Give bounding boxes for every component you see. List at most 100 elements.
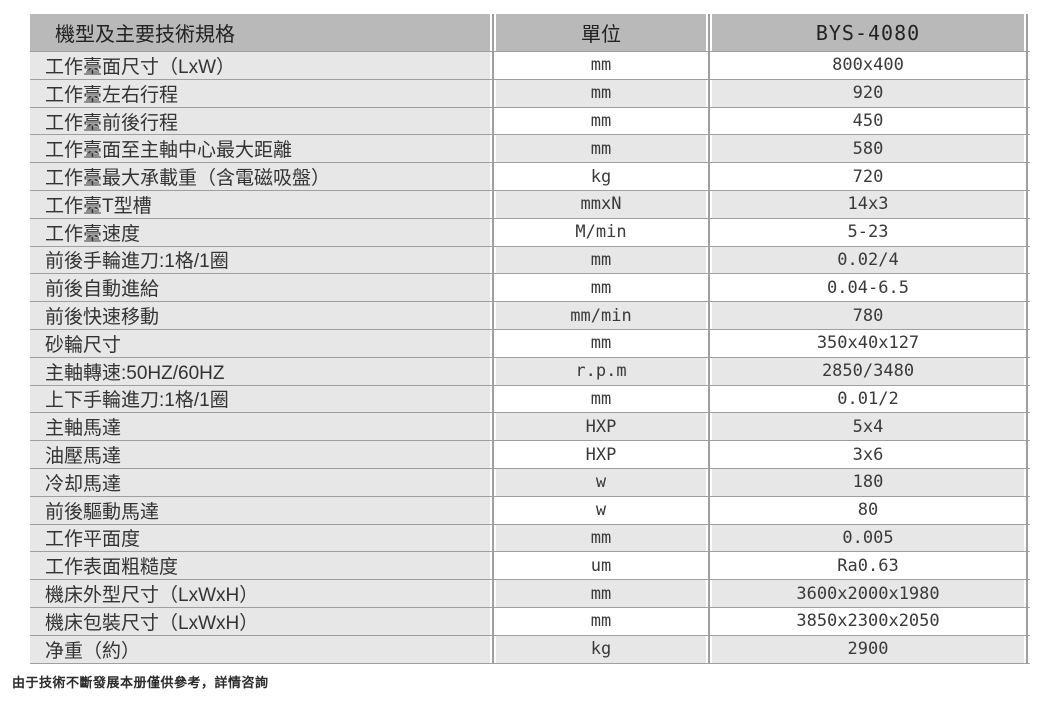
unit-cell: mm bbox=[496, 107, 706, 136]
column-divider bbox=[490, 302, 496, 330]
table-row: 工作表面粗糙度 um Ra0.63 bbox=[30, 552, 1030, 581]
spec-label-cell: 主軸轉速:50HZ/60HZ bbox=[30, 357, 490, 386]
unit-cell: mm bbox=[496, 246, 706, 275]
table-row: 上下手輪進刀:1格/1圈 mm 0.01/2 bbox=[30, 385, 1030, 414]
header-unit-title: 單位 bbox=[496, 14, 706, 52]
table-row: 主軸馬達 HXP 5x4 bbox=[30, 413, 1030, 442]
table-row: 工作臺速度 M/min 5-23 bbox=[30, 218, 1030, 247]
column-divider bbox=[706, 357, 712, 386]
unit-cell: mm bbox=[496, 385, 706, 414]
column-divider bbox=[490, 524, 496, 553]
value-cell: 3600x2000x1980 bbox=[712, 580, 1024, 608]
spec-label-cell: 工作臺前後行程 bbox=[30, 107, 490, 136]
column-divider bbox=[490, 607, 496, 636]
column-divider bbox=[706, 14, 712, 52]
column-divider bbox=[706, 413, 712, 442]
right-border bbox=[1024, 14, 1030, 52]
column-divider bbox=[706, 302, 712, 330]
value-cell: Ra0.63 bbox=[712, 552, 1024, 581]
value-cell: 580 bbox=[712, 135, 1024, 164]
right-border bbox=[1024, 79, 1030, 108]
unit-cell: kg bbox=[496, 163, 706, 191]
value-cell: 80 bbox=[712, 496, 1024, 525]
column-divider bbox=[490, 190, 496, 219]
right-border bbox=[1024, 385, 1030, 414]
value-cell: 180 bbox=[712, 468, 1024, 497]
column-divider bbox=[490, 357, 496, 386]
spec-label-cell: 砂輪尺寸 bbox=[30, 329, 490, 358]
unit-cell: um bbox=[496, 552, 706, 581]
spec-label-cell: 净重（約） bbox=[30, 635, 490, 664]
column-divider bbox=[706, 190, 712, 219]
column-divider bbox=[706, 52, 712, 80]
unit-cell: M/min bbox=[496, 218, 706, 247]
table-row: 冷却馬達 w 180 bbox=[30, 468, 1030, 497]
spec-label-cell: 工作臺T型槽 bbox=[30, 190, 490, 219]
spec-label-cell: 工作臺面至主軸中心最大距離 bbox=[30, 135, 490, 164]
column-divider bbox=[706, 468, 712, 497]
unit-cell: r.p.m bbox=[496, 357, 706, 386]
column-divider bbox=[490, 79, 496, 108]
value-cell: 5-23 bbox=[712, 218, 1024, 247]
spec-label-cell: 機床包裝尺寸（LxWxH） bbox=[30, 607, 490, 636]
spec-label-cell: 工作臺面尺寸（LxW） bbox=[30, 52, 490, 80]
column-divider bbox=[490, 496, 496, 525]
column-divider bbox=[490, 413, 496, 442]
value-cell: 2900 bbox=[712, 635, 1024, 664]
spec-label-cell: 油壓馬達 bbox=[30, 441, 490, 469]
right-border bbox=[1024, 135, 1030, 164]
column-divider bbox=[490, 14, 496, 52]
table-row: 機床外型尺寸（LxWxH） mm 3600x2000x1980 bbox=[30, 580, 1030, 608]
right-border bbox=[1024, 302, 1030, 330]
unit-cell: HXP bbox=[496, 413, 706, 442]
value-cell: 0.005 bbox=[712, 524, 1024, 553]
right-border bbox=[1024, 52, 1030, 80]
spec-label-cell: 機床外型尺寸（LxWxH） bbox=[30, 580, 490, 608]
unit-cell: mmxN bbox=[496, 190, 706, 219]
right-border bbox=[1024, 552, 1030, 581]
column-divider bbox=[706, 635, 712, 664]
value-cell: 780 bbox=[712, 302, 1024, 330]
spec-label-cell: 冷却馬達 bbox=[30, 468, 490, 497]
value-cell: 14x3 bbox=[712, 190, 1024, 219]
right-border bbox=[1024, 107, 1030, 136]
spec-label-cell: 前後自動進給 bbox=[30, 274, 490, 303]
spec-table: 機型及主要技術規格 單位 BYS-4080 工作臺面尺寸（LxW） mm 800x4… bbox=[30, 14, 1030, 664]
unit-cell: mm bbox=[496, 135, 706, 164]
value-cell: 450 bbox=[712, 107, 1024, 136]
header-model-title: BYS-4080 bbox=[712, 14, 1024, 52]
value-cell: 350x40x127 bbox=[712, 329, 1024, 358]
right-border bbox=[1024, 329, 1030, 358]
table-row: 前後驅動馬達 w 80 bbox=[30, 496, 1030, 525]
value-cell: 0.01/2 bbox=[712, 385, 1024, 414]
right-border bbox=[1024, 163, 1030, 191]
disclaimer-note: 由于技術不斷發展本册僅供參考，詳情咨詢 bbox=[12, 675, 269, 690]
unit-cell: mm bbox=[496, 524, 706, 553]
unit-cell: mm bbox=[496, 607, 706, 636]
column-divider bbox=[490, 107, 496, 136]
table-row: 工作臺最大承載重（含電磁吸盤） kg 720 bbox=[30, 163, 1030, 191]
table-row: 前後自動進給 mm 0.04-6.5 bbox=[30, 274, 1030, 303]
right-border bbox=[1024, 580, 1030, 608]
unit-cell: mm bbox=[496, 79, 706, 108]
column-divider bbox=[490, 468, 496, 497]
column-divider bbox=[706, 607, 712, 636]
column-divider bbox=[490, 246, 496, 275]
value-cell: 800x400 bbox=[712, 52, 1024, 80]
table-row: 油壓馬達 HXP 3x6 bbox=[30, 441, 1030, 469]
column-divider bbox=[490, 385, 496, 414]
right-border bbox=[1024, 524, 1030, 553]
unit-cell: w bbox=[496, 468, 706, 497]
column-divider bbox=[490, 218, 496, 247]
column-divider bbox=[706, 552, 712, 581]
value-cell: 5x4 bbox=[712, 413, 1024, 442]
spec-label-cell: 前後手輪進刀:1格/1圈 bbox=[30, 246, 490, 275]
column-divider bbox=[706, 274, 712, 303]
right-border bbox=[1024, 413, 1030, 442]
column-divider bbox=[490, 163, 496, 191]
column-divider bbox=[706, 580, 712, 608]
table-row: 工作平面度 mm 0.005 bbox=[30, 524, 1030, 553]
value-cell: 3x6 bbox=[712, 441, 1024, 469]
value-cell: 720 bbox=[712, 163, 1024, 191]
unit-cell: mm bbox=[496, 274, 706, 303]
